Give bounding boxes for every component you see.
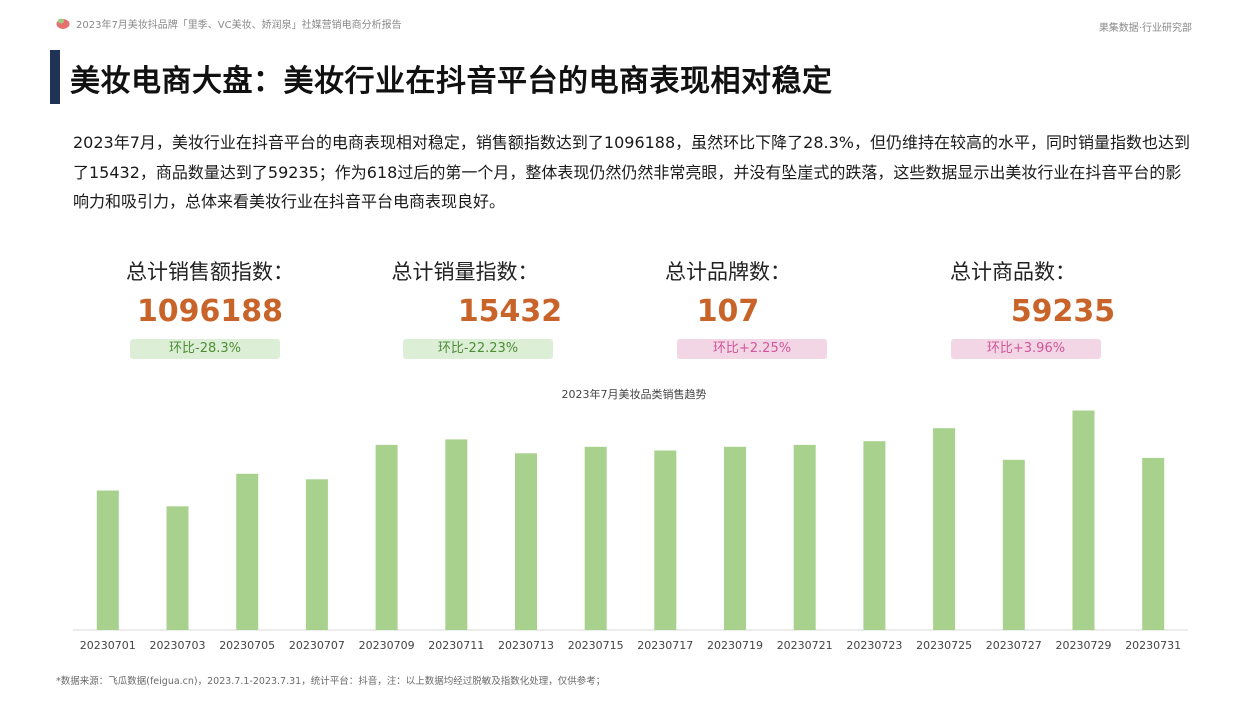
kpi-change-badge: 环比+3.96% [951,339,1101,359]
bar-20230731 [1142,457,1165,630]
kpi-change-badge: 环比-22.23% [403,339,553,359]
page-title: 美妆电商大盘：美妆行业在抖音平台的电商表现相对稳定 [70,64,833,99]
bar-20230729 [1072,410,1095,630]
bar-20230701 [96,490,119,630]
chart-title: 2023年7月美妆品类销售趋势 [562,387,707,401]
x-tick-label: 20230723 [846,639,902,652]
bar-20230719 [724,446,746,630]
bar-20230721 [793,444,816,630]
kpi-change-badge: 环比-28.3% [130,339,280,359]
x-tick-label: 20230719 [707,639,763,652]
kpi-change-badge: 环比+2.25% [677,339,827,359]
bar-20230717 [654,450,677,630]
x-tick-label: 20230711 [428,639,484,652]
bar-20230709 [375,444,398,630]
kpi-label: 总计品牌数： [665,260,791,284]
kpi-sales-index: 总计销售额指数： 1096188 [90,256,330,329]
footnote: *数据来源：飞瓜数据(feigua.cn)，2023.7.1-2023.7.31… [56,676,606,687]
kpi-volume-index: 总计销量指数： 15432 [345,256,585,329]
kpi-value: 107 [696,294,760,329]
bar-20230723 [863,441,886,630]
kpi-label: 总计销量指数： [391,260,539,284]
kpi-value: 15432 [457,294,563,329]
x-tick-label: 20230717 [637,639,693,652]
x-tick-label: 20230703 [150,639,206,652]
summary-paragraph: 2023年7月，美妆行业在抖音平台的电商表现相对稳定，销售额指数达到了10961… [73,133,1190,211]
x-tick-label: 20230721 [777,639,833,652]
x-tick-label: 20230731 [1125,639,1181,652]
kpi-product-count: 总计商品数： 59235 [893,256,1133,329]
x-tick-label: 20230715 [568,639,624,652]
bar-20230705 [236,473,259,630]
bar-20230703 [166,506,189,630]
kpi-value: 59235 [1010,294,1116,329]
kpi-value: 1096188 [136,294,284,329]
title-accent-bar [50,50,60,104]
x-tick-label: 20230727 [986,639,1042,652]
kpi-label: 总计销售额指数： [126,260,294,284]
x-tick-label: 20230707 [289,639,345,652]
brand-logo-icon [56,18,70,29]
top-bar: 2023年7月美妆抖品牌「里季、VC美妆、娇润泉」社媒营销电商分析报告 果集数据… [0,0,1250,40]
bar-20230725 [933,428,956,630]
x-tick-label: 20230725 [916,639,972,652]
kpi-label: 总计商品数： [950,260,1076,284]
x-tick-label: 20230729 [1056,639,1112,652]
bar-20230711 [445,439,468,630]
kpi-brand-count: 总计品牌数： 107 [608,256,848,329]
bar-20230727 [1002,459,1025,630]
bar-20230707 [305,479,328,630]
org-name: 果集数据·行业研究部 [1098,23,1192,34]
bar-20230715 [584,446,607,630]
sales-trend-chart: 2023年7月美妆品类销售趋势 20230701 20230703 20230705… [73,387,1188,652]
report-title: 2023年7月美妆抖品牌「里季、VC美妆、娇润泉」社媒营销电商分析报告 [76,20,402,31]
x-tick-label: 20230705 [219,639,275,652]
x-tick-label: 20230709 [359,639,415,652]
bar-20230713 [515,453,537,630]
x-tick-label: 20230701 [80,639,136,652]
x-tick-label: 20230713 [498,639,554,652]
